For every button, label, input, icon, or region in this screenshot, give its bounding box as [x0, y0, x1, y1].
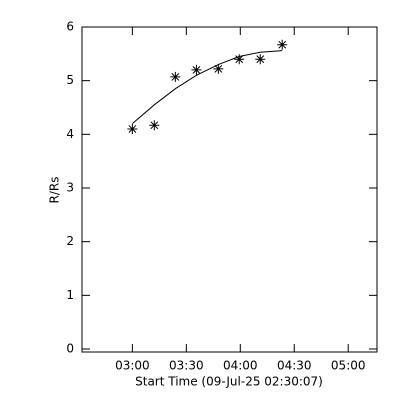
- y-tick-label: 1: [66, 288, 74, 302]
- y-tick-label: 3: [66, 181, 74, 195]
- marker: [277, 39, 288, 50]
- marker: [213, 63, 224, 74]
- y-tick-label: 0: [66, 342, 74, 356]
- marker: [255, 54, 266, 65]
- x-axis-title: Start Time (09-Jul-25 02:30:07): [135, 375, 323, 389]
- fit-line: [132, 50, 283, 124]
- x-tick-label: 04:30: [277, 359, 312, 373]
- marker: [127, 123, 138, 134]
- marker: [191, 64, 202, 75]
- y-tick-label: 2: [66, 234, 74, 248]
- marker: [149, 120, 160, 131]
- y-tick-label: 4: [66, 127, 74, 141]
- x-tick-label: 03:30: [169, 359, 204, 373]
- y-tick-label: 6: [66, 20, 74, 34]
- plot-frame: [81, 26, 378, 353]
- marker: [234, 54, 245, 65]
- x-tick-label: 05:00: [331, 359, 366, 373]
- y-axis-title: R/Rs: [48, 177, 62, 204]
- y-tick-label: 5: [66, 73, 74, 87]
- x-tick-label: 04:00: [223, 359, 258, 373]
- x-tick-label: 03:00: [115, 359, 150, 373]
- marker: [170, 71, 181, 82]
